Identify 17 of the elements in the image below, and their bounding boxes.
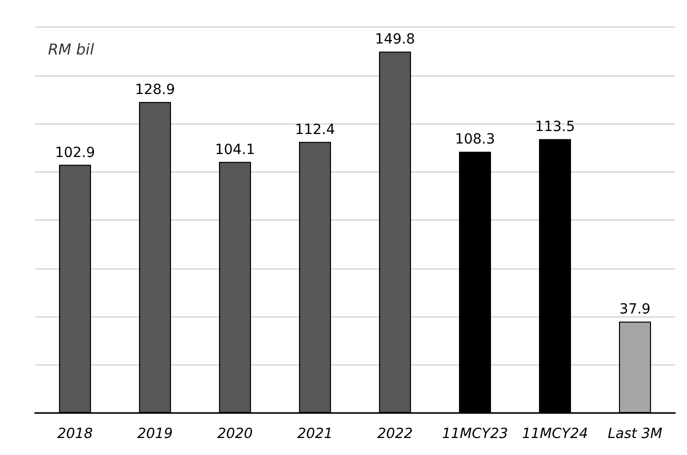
data-label: 37.9 [619, 302, 651, 318]
x-tick-label: 2021 [297, 426, 333, 442]
data-label: 128.9 [134, 82, 176, 98]
x-tick-label: 11MCY23 [442, 426, 508, 442]
data-label: 149.8 [374, 32, 416, 48]
data-label: 104.1 [214, 142, 256, 158]
x-tick-label: 2020 [217, 426, 253, 442]
data-label: 108.3 [454, 132, 496, 148]
x-tick-label: Last 3M [608, 426, 662, 442]
x-tick-label: 11MCY24 [522, 426, 588, 442]
x-tick-label: 2018 [57, 426, 93, 442]
y-axis-title: RM bil [48, 40, 95, 58]
x-tick-label: 2019 [137, 426, 173, 442]
data-label: 102.9 [54, 144, 96, 161]
x-tick-label: 2022 [377, 426, 413, 442]
data-label: 112.4 [294, 122, 336, 138]
data-label: 113.5 [534, 119, 576, 136]
